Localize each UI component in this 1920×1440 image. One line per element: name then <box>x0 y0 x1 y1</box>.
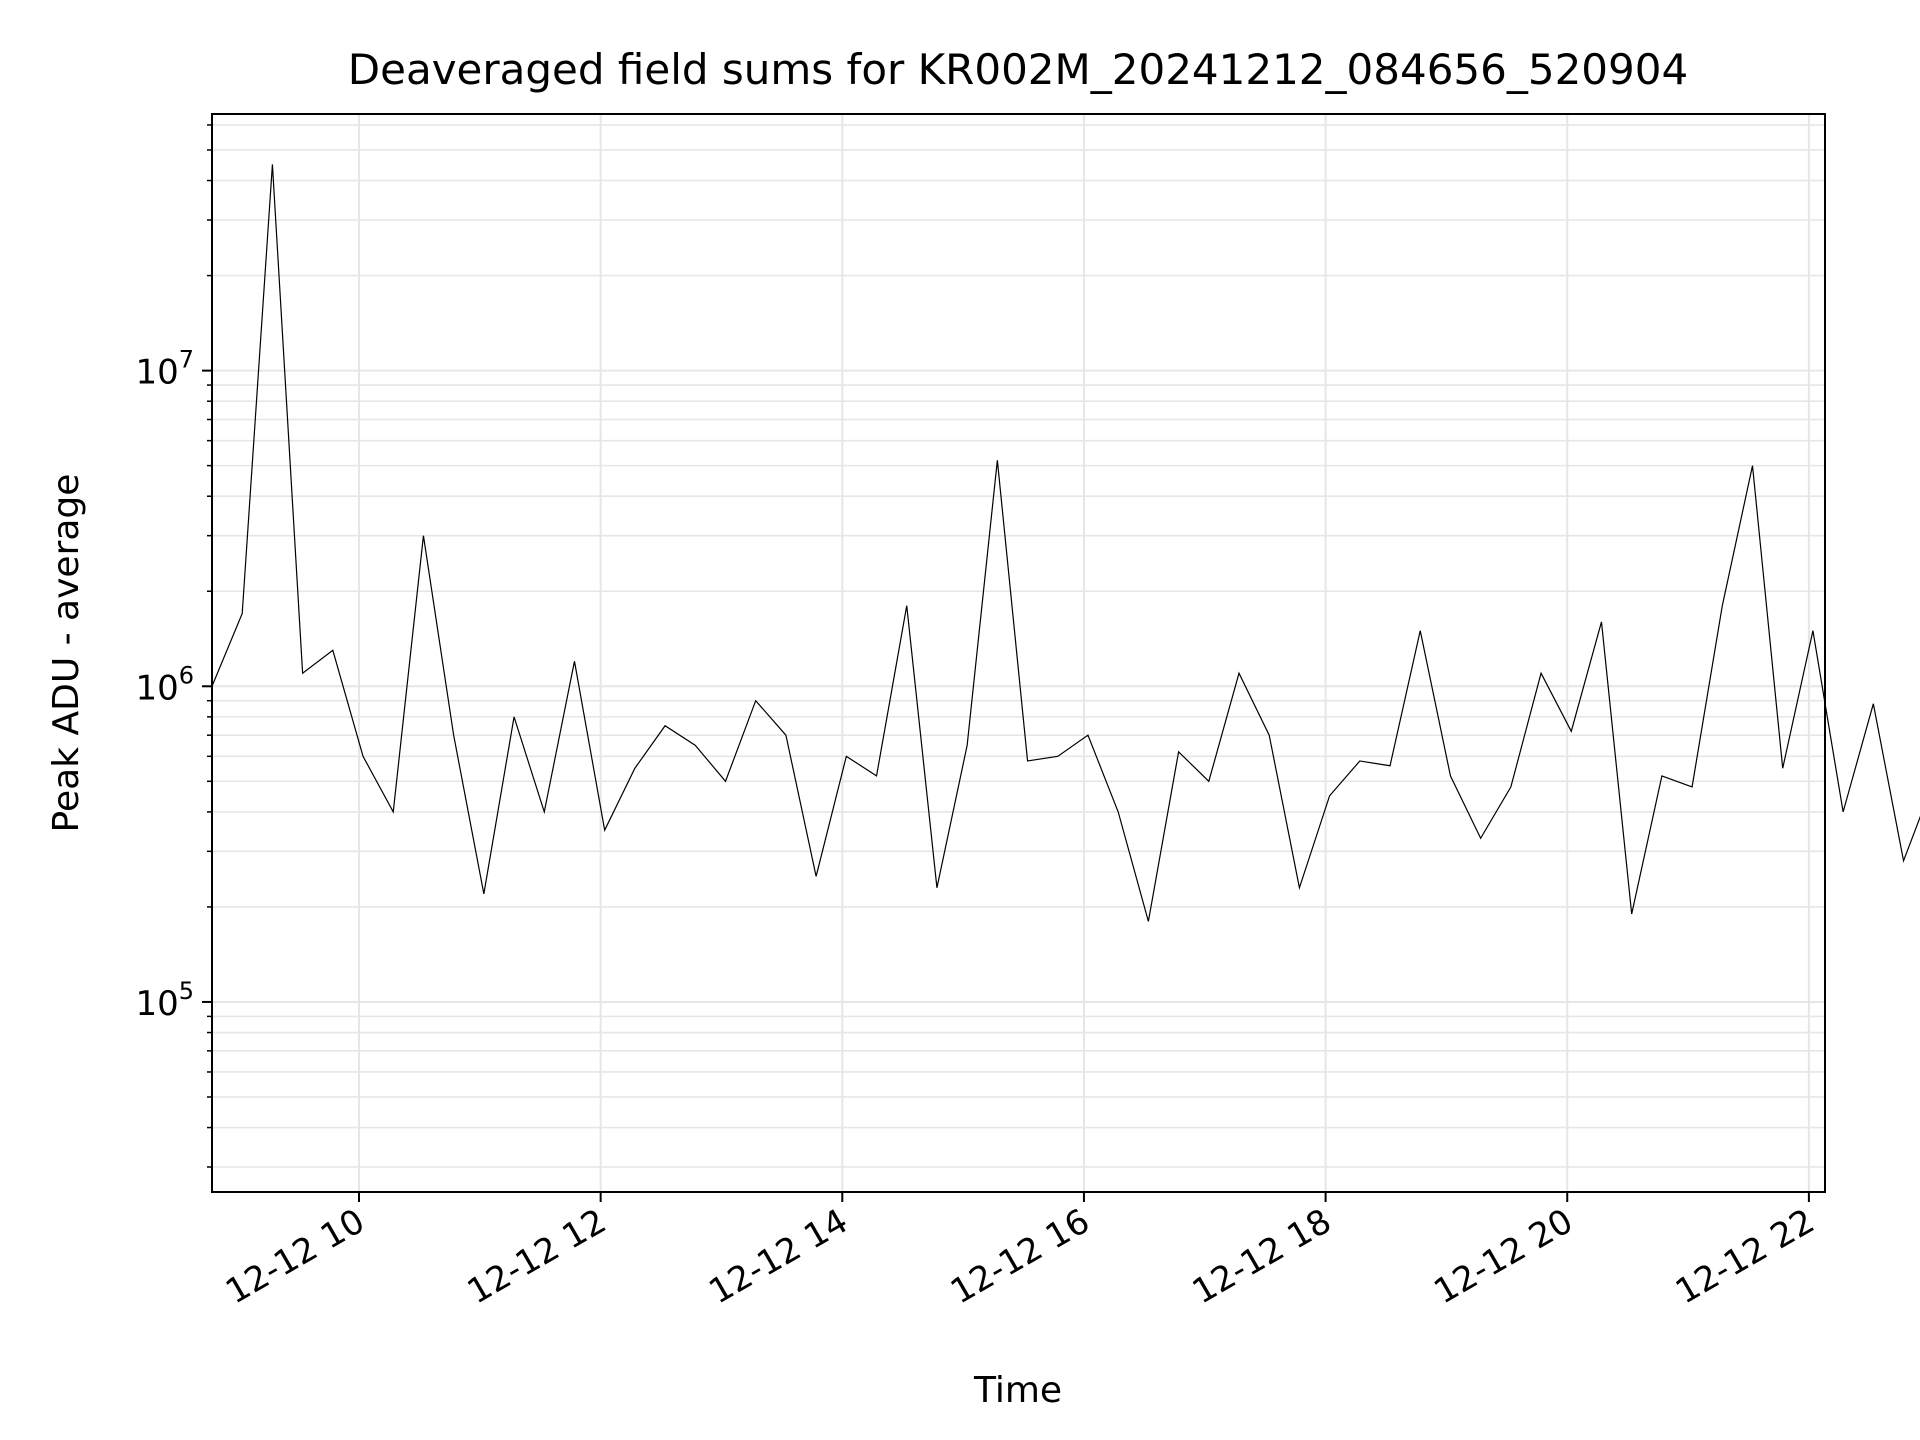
y-tick-exponent: 5 <box>179 977 194 1005</box>
plot-area <box>211 164 1920 922</box>
axes-frame <box>211 113 1826 1193</box>
y-tick-exponent: 7 <box>179 346 194 374</box>
x-tick-label: 12-12 20 <box>1427 1201 1579 1312</box>
y-tick-exponent: 6 <box>179 661 194 689</box>
x-tick-label: 12-12 18 <box>1186 1201 1338 1312</box>
x-tick-label: 12-12 14 <box>702 1201 854 1312</box>
grid <box>212 114 1825 1192</box>
series-line <box>211 164 1920 922</box>
y-tick-label: 105 <box>135 977 194 1024</box>
y-tick-label: 106 <box>135 661 194 708</box>
x-tick-label: 12-12 12 <box>461 1201 613 1312</box>
y-axis-label: Peak ADU - average <box>46 474 87 833</box>
chart-title: Deaveraged field sums for KR002M_2024121… <box>348 45 1688 94</box>
x-axis-label: Time <box>973 1370 1062 1411</box>
y-tick-base: 10 <box>135 353 178 393</box>
y-tick-base: 10 <box>135 984 178 1024</box>
x-tick-label: 12-12 10 <box>219 1201 371 1312</box>
x-axis-ticks: 12-12 10 12-12 12 12-12 14 12-12 16 12-12 18… <box>219 1192 1821 1312</box>
y-tick-base: 10 <box>135 668 178 708</box>
x-tick-label: 12-12 22 <box>1669 1201 1821 1312</box>
x-tick-label: 12-12 16 <box>944 1201 1096 1312</box>
y-tick-label: 107 <box>135 346 194 393</box>
